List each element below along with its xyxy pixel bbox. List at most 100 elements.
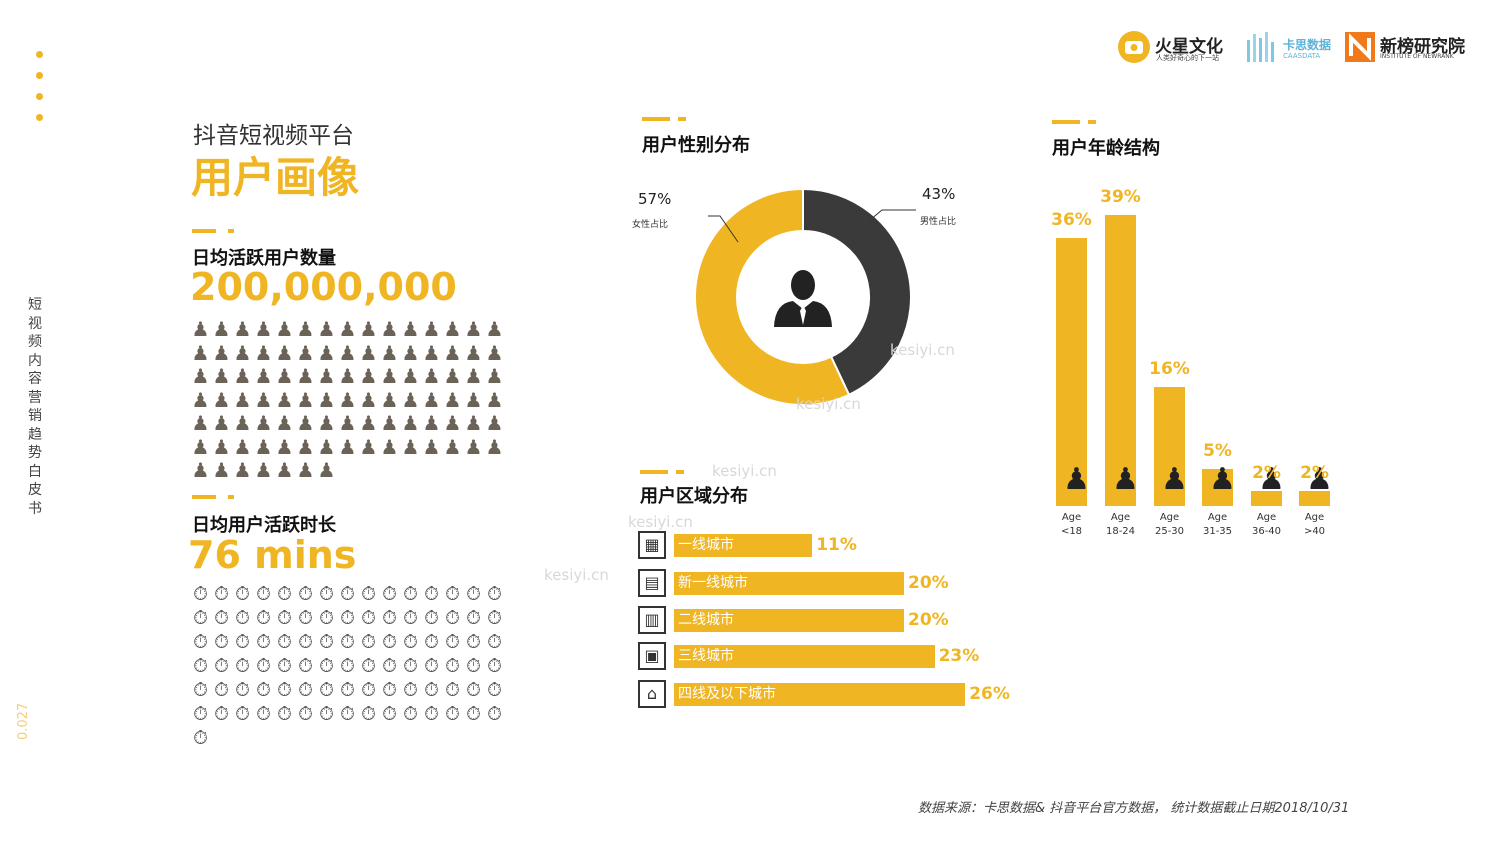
watermark: kesiyi.cn	[544, 566, 609, 584]
age-value-label: 39%	[1100, 187, 1141, 208]
male-percent: 43%	[922, 185, 956, 203]
dau-value: 200,000,000	[190, 265, 457, 309]
person-icon: ♟	[338, 411, 357, 435]
stopwatch-icon: ⏱	[403, 607, 418, 629]
person-icon: ♟	[254, 340, 273, 365]
stopwatch-icon: ⏱	[235, 655, 250, 677]
person-icon: ♟	[443, 434, 462, 459]
person-silhouette-icon: ♟	[1063, 462, 1090, 497]
age-range-label: 25-30	[1154, 526, 1185, 537]
stopwatch-icon: ⏱	[466, 703, 481, 725]
stopwatch-icon: ⏱	[298, 583, 313, 605]
watermark: kesiyi.cn	[890, 341, 955, 359]
person-icon: ♟	[359, 317, 378, 341]
person-icon: ♟	[464, 434, 483, 459]
stopwatch-icon: ⏱	[466, 631, 481, 653]
region-value-label: 20%	[908, 573, 949, 593]
person-icon: ♟	[380, 411, 399, 435]
person-icon: ♟	[338, 364, 357, 388]
person-icon: ♟	[443, 411, 462, 435]
age-axis-label: Age	[1256, 512, 1277, 523]
user-icon	[774, 270, 832, 327]
age-bar	[1299, 491, 1330, 506]
stopwatch-icon: ⏱	[193, 679, 208, 701]
stopwatch-icon: ⏱	[319, 583, 334, 605]
clock-icon-grid: ⏱ ⏱ ⏱ ⏱ ⏱ ⏱ ⏱ ⏱ ⏱ ⏱ ⏱ ⏱ ⏱ ⏱ ⏱ ⏱ ⏱ ⏱ ⏱ ⏱ ⏱ ⏱ ⏱ ⏱ ⏱ ⏱ ⏱ ⏱ ⏱ ⏱ ⏱ ⏱ ⏱ ⏱ ⏱ ⏱ ⏱ ⏱ ⏱ ⏱…	[190, 583, 505, 751]
gender-donut-chart	[694, 187, 916, 406]
city-building-icon: ▦	[638, 531, 666, 559]
person-icon: ♟	[212, 387, 231, 412]
stopwatch-icon: ⏱	[256, 703, 271, 725]
stopwatch-icon: ⏱	[319, 703, 334, 725]
stopwatch-icon: ⏱	[235, 631, 250, 653]
person-icon: ♟	[275, 434, 294, 459]
person-icon: ♟	[338, 317, 357, 341]
stopwatch-icon: ⏱	[403, 583, 418, 605]
stopwatch-icon: ⏱	[487, 583, 502, 605]
stopwatch-icon: ⏱	[298, 703, 313, 725]
accent-bar	[1052, 120, 1080, 124]
person-icon: ♟	[191, 434, 210, 459]
age-value-label: 5%	[1203, 440, 1232, 461]
person-icon: ♟	[317, 317, 336, 341]
person-silhouette-icon: ♟	[1161, 462, 1188, 497]
huoxing-logo-icon	[1118, 31, 1150, 63]
stopwatch-icon: ⏱	[235, 583, 250, 605]
person-icon: ♟	[254, 317, 273, 341]
region-value-label: 23%	[938, 646, 980, 666]
stopwatch-icon: ⏱	[319, 607, 334, 629]
stopwatch-icon: ⏱	[340, 631, 355, 653]
person-silhouette-icon: ♟	[1209, 462, 1236, 497]
person-icon: ♟	[212, 434, 231, 459]
stopwatch-icon: ⏱	[361, 679, 376, 701]
person-icon: ♟	[464, 411, 483, 435]
person-icon: ♟	[296, 364, 315, 388]
age-axis-label: Age	[1304, 512, 1325, 523]
person-icon: ♟	[275, 317, 294, 341]
stopwatch-icon: ⏱	[298, 679, 313, 701]
person-icon: ♟	[233, 340, 252, 365]
age-range-label: 31-35	[1202, 526, 1233, 537]
person-icon: ♟	[422, 387, 441, 412]
accent-bar	[640, 470, 668, 474]
age-category-label: Age >40	[1295, 511, 1335, 539]
person-icon: ♟	[317, 364, 336, 388]
stopwatch-icon: ⏱	[382, 583, 397, 605]
stopwatch-icon: ⏱	[193, 607, 208, 629]
stopwatch-icon: ⏱	[214, 607, 229, 629]
dau-label: 日均活跃用户数量	[192, 248, 336, 269]
person-icon: ♟	[233, 411, 252, 435]
stopwatch-icon: ⏱	[445, 583, 460, 605]
accent-bar	[676, 470, 684, 474]
accent-bar	[642, 117, 670, 121]
age-bar	[1056, 237, 1087, 506]
person-icon: ♟	[359, 411, 378, 435]
stopwatch-icon: ⏱	[340, 583, 355, 605]
newrank-en: INSTITUTE OF NEWRANK	[1380, 53, 1454, 60]
caasdata-logo: 卡思数据 CAASDATA	[1245, 30, 1337, 66]
person-icon: ♟	[212, 317, 231, 341]
platform-subtitle: 抖音短视频平台	[193, 123, 354, 149]
region-value-label: 11%	[816, 535, 857, 555]
accent-bar	[1088, 120, 1096, 124]
stopwatch-icon: ⏱	[340, 703, 355, 725]
age-value-label: 16%	[1149, 358, 1190, 379]
region-chart-title: 用户区域分布	[640, 486, 748, 507]
female-label: 女性占比	[632, 220, 669, 230]
stopwatch-icon: ⏱	[277, 607, 292, 629]
region-value-label: 26%	[969, 684, 1010, 704]
page-number: 0.027	[16, 702, 31, 740]
stopwatch-icon: ⏱	[235, 679, 250, 701]
person-icon: ♟	[380, 364, 399, 388]
stopwatch-icon: ⏱	[277, 703, 292, 725]
person-icon: ♟	[338, 340, 357, 365]
age-range-label: >40	[1303, 526, 1326, 537]
age-value-label: 36%	[1051, 209, 1092, 230]
stopwatch-icon: ⏱	[214, 631, 229, 653]
person-icon: ♟	[296, 317, 315, 341]
age-category-label: Age 25-30	[1150, 511, 1190, 539]
person-icon: ♟	[338, 387, 357, 412]
stopwatch-icon: ⏱	[466, 679, 481, 701]
stopwatch-icon: ⏱	[298, 607, 313, 629]
region-bar: 新一线城市	[674, 572, 904, 595]
